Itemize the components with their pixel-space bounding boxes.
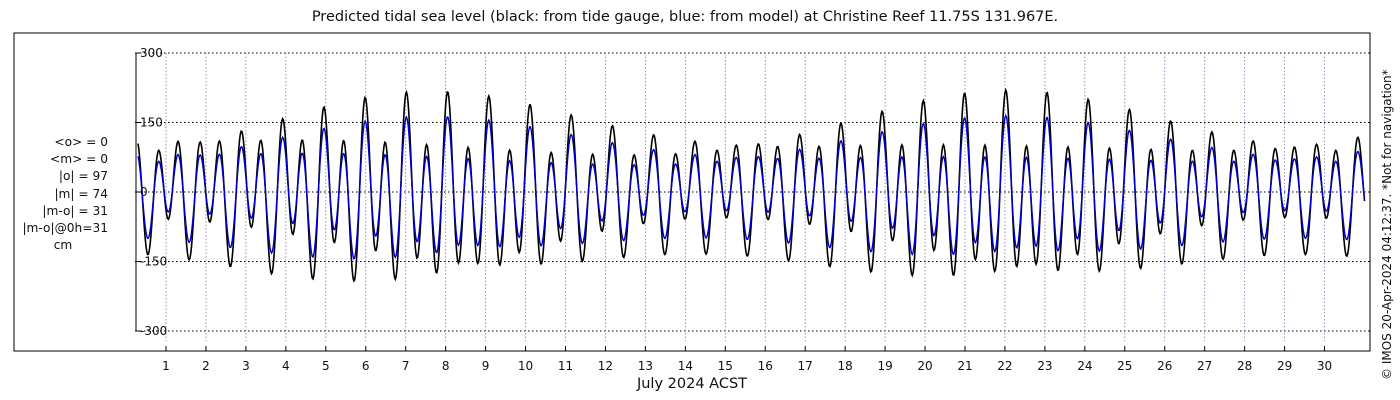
x-tick-label: 8 [442, 359, 450, 373]
y-tick-label: 150 [140, 116, 163, 130]
x-tick-label: 4 [282, 359, 290, 373]
stat-unit: cm [53, 238, 73, 253]
x-tick-label: 23 [1037, 359, 1052, 373]
x-tick-label: 9 [482, 359, 490, 373]
x-tick-label: 13 [638, 359, 653, 373]
stat-abs-diff: |m-o| = 31 [42, 203, 108, 218]
credit-text-wrapper: © IMOS 20-Apr-2024 04:12:37. *Not for na… [1380, 20, 1394, 380]
x-tick-label: 21 [957, 359, 972, 373]
stat-abs-obs: |o| = 97 [58, 169, 108, 184]
x-tick-label: 28 [1237, 359, 1252, 373]
x-tick-label: 29 [1277, 359, 1292, 373]
x-tick-label: 10 [518, 359, 533, 373]
series [137, 87, 1366, 283]
y-tick-label: -300 [140, 324, 167, 338]
x-tick-label: 17 [798, 359, 813, 373]
x-axis-label: July 2024 ACST [636, 376, 748, 392]
x-tick-label: 24 [1077, 359, 1092, 373]
y-tick-label: 0 [140, 185, 148, 199]
x-tick-label: 12 [598, 359, 613, 373]
x-tick-label: 18 [838, 359, 853, 373]
series-line-gauge [137, 87, 1366, 283]
stat-mean-model: <m> = 0 [49, 152, 108, 167]
series-line-model [137, 113, 1366, 260]
plot-frame [13, 32, 1371, 352]
x-tick-label: 5 [322, 359, 330, 373]
chart-title: Predicted tidal sea level (black: from t… [311, 9, 1059, 25]
y-tick-label: 300 [140, 46, 163, 60]
stat-mean-obs: <o> = 0 [54, 135, 108, 149]
x-tick-label: 22 [997, 359, 1012, 373]
x-tick-label: 3 [242, 359, 250, 373]
x-tick-label: 25 [1117, 359, 1132, 373]
x-tick-label: 19 [877, 359, 892, 373]
x-tick-label: 15 [718, 359, 733, 373]
credit-text: © IMOS 20-Apr-2024 04:12:37. *Not for na… [1380, 69, 1394, 380]
x-tick-label: 7 [402, 359, 410, 373]
x-tick-label: 20 [917, 359, 932, 373]
stat-abs-model: |m| = 74 [54, 186, 108, 201]
x-tick-label: 2 [202, 359, 210, 373]
y-tick-label: -150 [140, 255, 167, 269]
x-tick-label: 1 [162, 359, 170, 373]
x-tick-label: 6 [362, 359, 370, 373]
x-tick-label: 11 [558, 359, 573, 373]
x-tick-label: 26 [1157, 359, 1172, 373]
x-tick-label: 27 [1197, 359, 1212, 373]
x-tick-label: 30 [1317, 359, 1332, 373]
stats-panel: <o> = 0 <m> = 0 |o| = 97 |m| = 74 |m-o| … [8, 134, 108, 254]
x-tick-label: 14 [678, 359, 693, 373]
stat-abs-diff-0h: |m-o|@0h=31 [22, 221, 108, 236]
x-tick-label: 16 [758, 359, 773, 373]
